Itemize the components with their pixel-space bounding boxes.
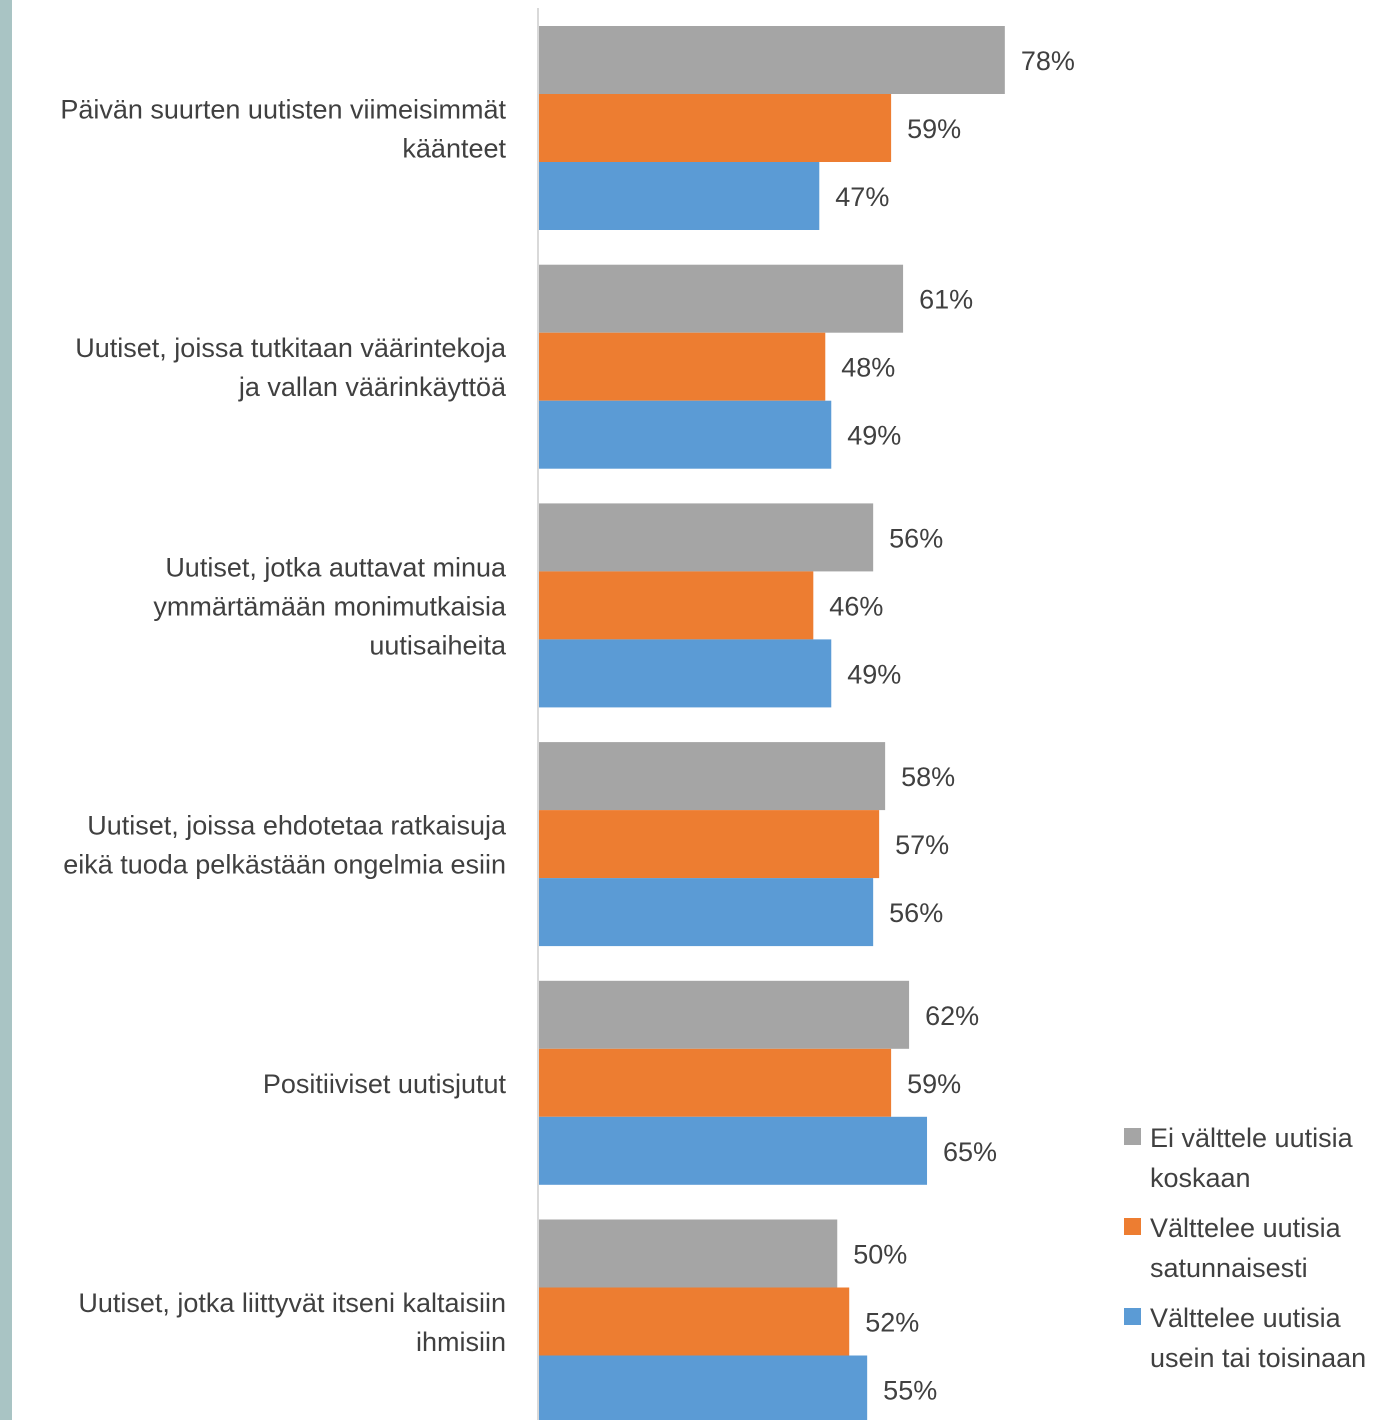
category-label-6: Uutiset, jotka liittyvät itseni kaltaisi… [78,1288,506,1357]
legend-label-occasionally: Välttelee uutisia satunnaisesti [1150,1213,1341,1283]
left-accent-stripe [0,0,12,1420]
legend-swatch-orange [1124,1218,1141,1235]
bar-chart: 78% 59% 47% Päivän suurten uutisten viimeis… [60,8,1075,1420]
value-label-often-4: 56% [889,898,943,928]
value-label-often-1: 47% [835,182,889,212]
value-label-never-2: 61% [919,285,973,315]
bar-never-5 [538,980,910,1049]
value-label-occasionally-3: 46% [829,591,883,621]
bar-never-1 [538,26,1005,94]
bar-often-6 [538,1355,868,1420]
category-label-1: Päivän suurten uutisten viimeisimmät kään… [60,95,506,164]
bar-never-4 [538,742,886,811]
value-label-never-4: 58% [901,762,955,792]
legend-label-never: Ei välttele uutisia koskaan [1150,1123,1353,1193]
legend-item-occasionally: Välttelee uutisia satunnaisesti [1124,1208,1394,1288]
bar-occasionally-3 [538,571,814,640]
value-label-never-5: 62% [925,1001,979,1031]
labels-layer: 78% 59% 47% Päivän suurten uutisten viimeis… [60,46,1075,1406]
legend-swatch-blue [1124,1308,1141,1325]
value-label-often-3: 49% [847,659,901,689]
category-label-3: Uutiset, jotka auttavat minua ymmärtämään… [153,552,507,660]
legend-swatch-gray [1124,1128,1141,1145]
value-label-never-6: 50% [853,1240,907,1270]
value-label-occasionally-1: 59% [907,114,961,144]
value-label-occasionally-5: 59% [907,1069,961,1099]
bar-never-2 [538,264,904,333]
legend: Ei välttele uutisia koskaan Välttelee uut… [1124,1118,1394,1388]
bar-never-6 [538,1219,838,1288]
value-label-occasionally-4: 57% [895,830,949,860]
legend-item-never: Ei välttele uutisia koskaan [1124,1118,1394,1198]
legend-item-often: Välttelee uutisia usein tai toisinaan [1124,1298,1394,1378]
bar-occasionally-5 [538,1048,892,1117]
bar-often-1 [538,162,820,230]
value-label-never-1: 78% [1021,46,1075,76]
bar-occasionally-6 [538,1287,850,1356]
value-label-often-5: 65% [943,1137,997,1167]
bar-often-2 [538,400,832,469]
bar-often-5 [538,1116,928,1185]
bar-often-3 [538,639,832,708]
bar-occasionally-2 [538,332,826,401]
value-label-never-3: 56% [889,523,943,553]
legend-label-often: Välttelee uutisia usein tai toisinaan [1150,1303,1367,1373]
value-label-occasionally-6: 52% [865,1308,919,1338]
bar-often-4 [538,878,874,947]
value-label-often-2: 49% [847,421,901,451]
bars-layer [538,26,1005,1420]
bar-occasionally-4 [538,810,880,879]
bar-occasionally-1 [538,94,892,162]
value-label-often-6: 55% [883,1376,937,1406]
value-label-occasionally-2: 48% [841,353,895,383]
category-label-2: Uutiset, joissa tutkitaan väärintekoja ja… [75,333,507,402]
category-label-4: Uutiset, joissa ehdotetaa ratkaisuja eikä… [63,811,507,880]
category-label-5: Positiiviset uutisjutut [263,1069,507,1099]
bar-never-3 [538,503,874,572]
